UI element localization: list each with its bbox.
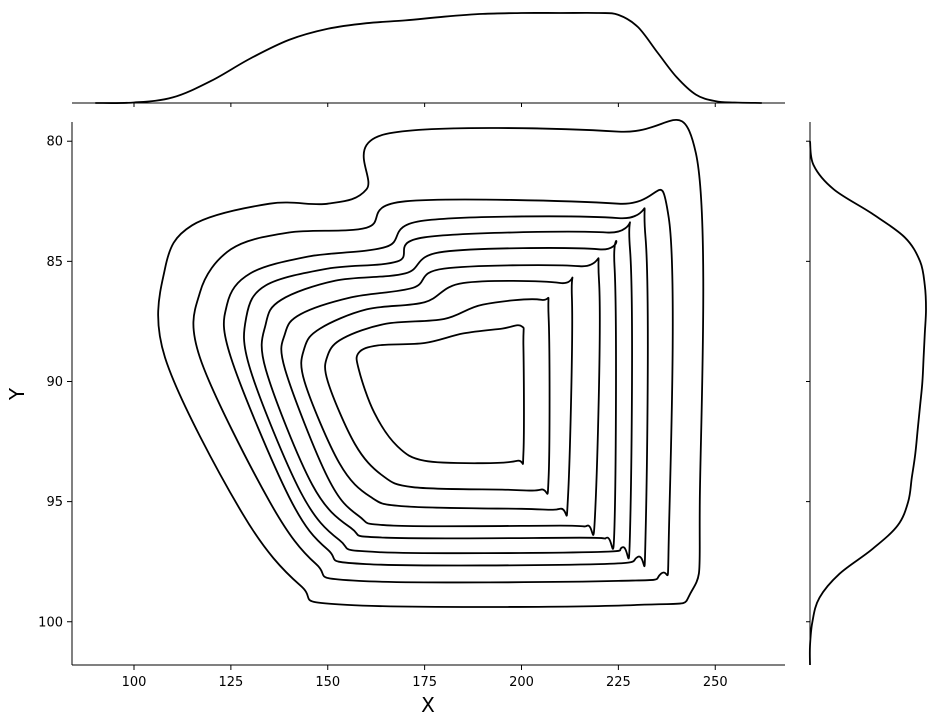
kde-contour-set xyxy=(157,119,705,608)
contour-line-level-7 xyxy=(300,276,574,517)
x-tick-label: 250 xyxy=(703,675,728,690)
y-tick-label: 85 xyxy=(46,255,63,270)
contour-line-level-5 xyxy=(260,240,618,550)
contour-line-level-6 xyxy=(280,257,601,536)
right-marginal-kde-curve xyxy=(808,141,927,666)
x-axis-label: X xyxy=(421,693,435,717)
y-tick-label: 80 xyxy=(46,135,63,150)
x-tick-label: 175 xyxy=(412,675,437,690)
x-tick-label: 100 xyxy=(122,675,147,690)
right-marginal-plot xyxy=(806,122,927,666)
x-tick-label: 150 xyxy=(315,675,340,690)
y-axis-label: Y xyxy=(5,387,29,401)
contour-line-level-3 xyxy=(222,207,649,567)
top-marginal-kde-curve xyxy=(95,11,762,104)
contour-line-level-8 xyxy=(324,296,551,495)
contour-line-level-9 xyxy=(355,324,525,465)
contour-line-level-4 xyxy=(243,221,633,560)
x-tick-label: 200 xyxy=(509,675,534,690)
x-tick-label: 225 xyxy=(606,675,631,690)
x-tick-label: 125 xyxy=(218,675,243,690)
contour-line-level-2 xyxy=(192,188,674,584)
main-plot-area: 100 125 150 175 200 225 250 80 85 90 95 100 xyxy=(38,122,785,690)
contour-line-level-1 xyxy=(157,119,705,608)
y-tick-label: 100 xyxy=(38,615,63,630)
y-tick-label: 90 xyxy=(46,375,63,390)
y-tick-label: 95 xyxy=(46,495,63,510)
top-marginal-plot xyxy=(72,11,785,107)
